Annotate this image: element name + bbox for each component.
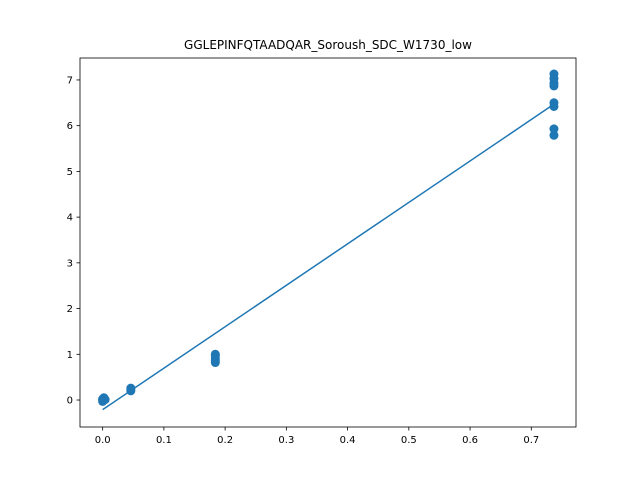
data-point — [549, 124, 559, 134]
x-axis: 0.0 0.1 0.2 0.3 0.4 0.5 0.6 0.7 — [95, 427, 539, 446]
data-point — [100, 395, 110, 405]
x-tick-label: 0.0 — [95, 435, 111, 446]
fit-line-layer — [102, 103, 555, 411]
y-tick-label: 6 — [67, 121, 73, 132]
x-tick-label: 0.2 — [217, 435, 233, 446]
points-layer — [98, 69, 559, 406]
x-tick-label: 0.1 — [156, 435, 172, 446]
plot-frame — [79, 57, 577, 428]
data-point — [549, 98, 559, 108]
x-tick-label: 0.5 — [401, 435, 417, 446]
x-tick-label: 0.6 — [462, 435, 478, 446]
y-tick-label: 0 — [67, 396, 73, 407]
y-tick-label: 2 — [67, 304, 73, 315]
x-tick-label: 0.7 — [523, 435, 539, 446]
y-tick-label: 5 — [67, 167, 73, 178]
data-point — [549, 69, 559, 79]
fit-line — [102, 103, 555, 411]
y-tick-label: 1 — [67, 350, 73, 361]
data-point — [549, 130, 559, 140]
chart-title: GGLEPINFQTAADQAR_Soroush_SDC_W1730_low — [184, 38, 472, 52]
y-axis: 0 1 2 3 4 5 6 7 — [67, 75, 80, 407]
y-tick-label: 7 — [67, 75, 73, 86]
data-point — [210, 349, 220, 359]
y-tick-label: 4 — [67, 213, 73, 224]
y-tick-label: 3 — [67, 258, 73, 269]
x-tick-label: 0.4 — [340, 435, 356, 446]
x-tick-label: 0.3 — [278, 435, 294, 446]
data-point — [126, 383, 136, 393]
